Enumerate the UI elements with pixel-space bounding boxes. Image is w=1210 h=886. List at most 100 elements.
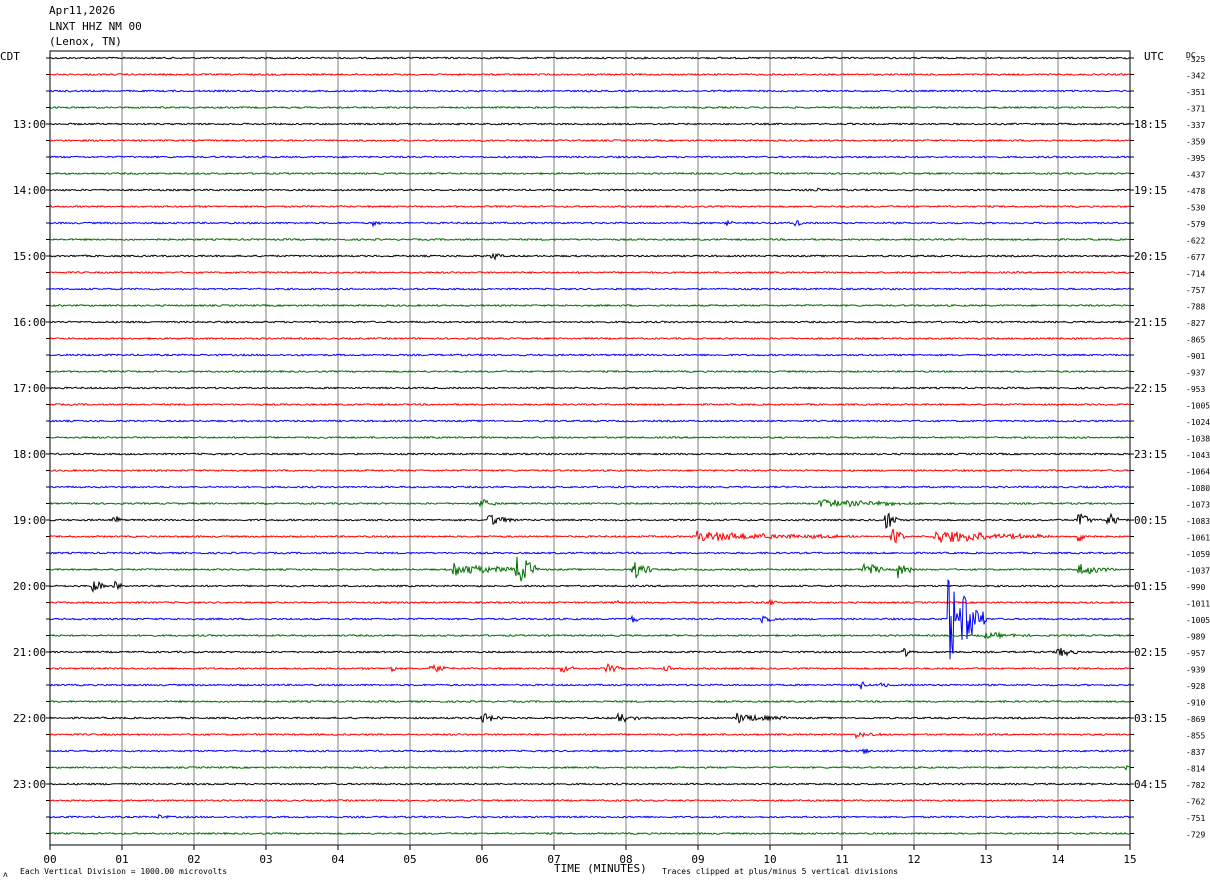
x-tick-label: 15 [1123,853,1136,866]
dc-offset-label: -530 [1186,204,1205,213]
dc-offset-label: -325 [1186,55,1205,64]
dc-offset-label: -1005 [1186,616,1210,625]
left-time-label: 21:00 [13,646,46,659]
dc-offset-label: -990 [1186,583,1205,592]
dc-offset-label: -1005 [1186,402,1210,411]
left-time-label: 15:00 [13,250,46,263]
dc-offset-label: -579 [1186,220,1205,229]
trace-line [49,171,1131,176]
trace-line [49,435,1131,440]
trace-line [49,647,1131,658]
trace-line [49,748,1131,754]
dc-offset-label: -762 [1186,798,1205,807]
plot-frame [49,50,1131,846]
header-date: Apr11,2026 [49,4,116,17]
dc-offset-label: -910 [1186,699,1205,708]
dc-label: DC [1186,51,1196,60]
trace-line [49,138,1131,143]
trace-line [50,485,1131,489]
right-time-label: 02:15 [1134,646,1167,659]
trace-line [49,237,1131,242]
trace-line [49,419,1131,423]
dc-offset-label: -957 [1186,649,1205,658]
dc-offset-label: -342 [1186,72,1205,81]
trace-line [49,468,1131,473]
dc-offset-label: -1024 [1186,418,1210,427]
x-tick-label: 11 [835,853,848,866]
dc-offset-label: -901 [1186,352,1205,361]
x-tick-label: 14 [1051,853,1065,866]
dc-offset-label: -937 [1186,369,1205,378]
trace-line [49,386,1131,390]
footer-marker: ʌ [3,870,8,879]
trace-line [49,580,1131,594]
trace-line [49,204,1131,209]
trace-line [49,252,1131,261]
trace-line [49,56,1131,60]
dc-offset-label: -729 [1186,831,1205,840]
dc-offset-label: -751 [1186,814,1205,823]
x-tick-label: 04 [331,853,345,866]
dc-offset-label: -1037 [1186,567,1210,576]
dc-offset-label: -1059 [1186,550,1210,559]
x-tick-label: 13 [979,853,992,866]
left-time-label: 17:00 [13,382,46,395]
dc-offset-label: -869 [1186,715,1205,724]
x-tick-label: 06 [475,853,488,866]
trace-line [49,764,1131,771]
left-time-label: 18:00 [13,448,46,461]
trace-line [49,663,1131,674]
trace-line [49,556,1131,582]
left-time-label: 20:00 [13,580,46,593]
dc-offset-label: -359 [1186,138,1205,147]
trace-line [49,187,1131,192]
dc-offset-label: -1011 [1186,600,1210,609]
dc-offset-label: -1073 [1186,501,1210,510]
trace-line [49,320,1131,324]
right-time-label: 23:15 [1134,448,1167,461]
trace-line [49,89,1131,93]
scale-note: Each Vertical Division = 1000.00 microvo… [20,867,228,876]
x-tick-label: 03 [259,853,272,866]
dc-offset-label: -757 [1186,286,1205,295]
x-tick-label: 10 [763,853,776,866]
clip-note: Traces clipped at plus/minus 5 vertical … [662,867,899,876]
left-time-label: 16:00 [13,316,46,329]
trace-line [49,498,1131,508]
right-time-label: 22:15 [1134,382,1167,395]
right-time-label: 18:15 [1134,118,1167,131]
trace-line [49,631,1131,640]
dc-offset-label: -782 [1186,781,1205,790]
trace-line [49,814,1131,820]
dc-offset-label: -814 [1186,765,1205,774]
trace-line [49,578,1131,660]
dc-offset-label: -989 [1186,633,1205,642]
left-time-label: 14:00 [13,184,46,197]
trace-line [49,353,1131,357]
header-location: (Lenox, TN) [49,35,122,48]
dc-offset-label: -827 [1186,319,1205,328]
dc-offset-label: -371 [1186,105,1205,114]
right-time-label: 01:15 [1134,580,1167,593]
trace-line [49,303,1131,308]
trace-line [49,122,1131,126]
right-time-label: 21:15 [1134,316,1167,329]
right-time-label: 04:15 [1134,778,1167,791]
trace-line [49,219,1131,228]
trace-line [49,105,1131,110]
trace-line [49,72,1131,77]
left-time-label: 22:00 [13,712,46,725]
x-tick-label: 08 [619,853,632,866]
dc-offset-label: -714 [1186,270,1205,279]
trace-line [49,680,1131,690]
dc-offset-label: -437 [1186,171,1205,180]
dc-offset-label: -1064 [1186,468,1210,477]
dc-offset-label: -855 [1186,732,1205,741]
x-tick-label: 01 [115,853,128,866]
dc-offset-label: -1038 [1186,435,1210,444]
dc-offset-label: -928 [1186,682,1205,691]
dc-offset-label: -865 [1186,336,1205,345]
left-timezone-label: CDT [0,50,20,63]
dc-offset-label: -351 [1186,88,1205,97]
